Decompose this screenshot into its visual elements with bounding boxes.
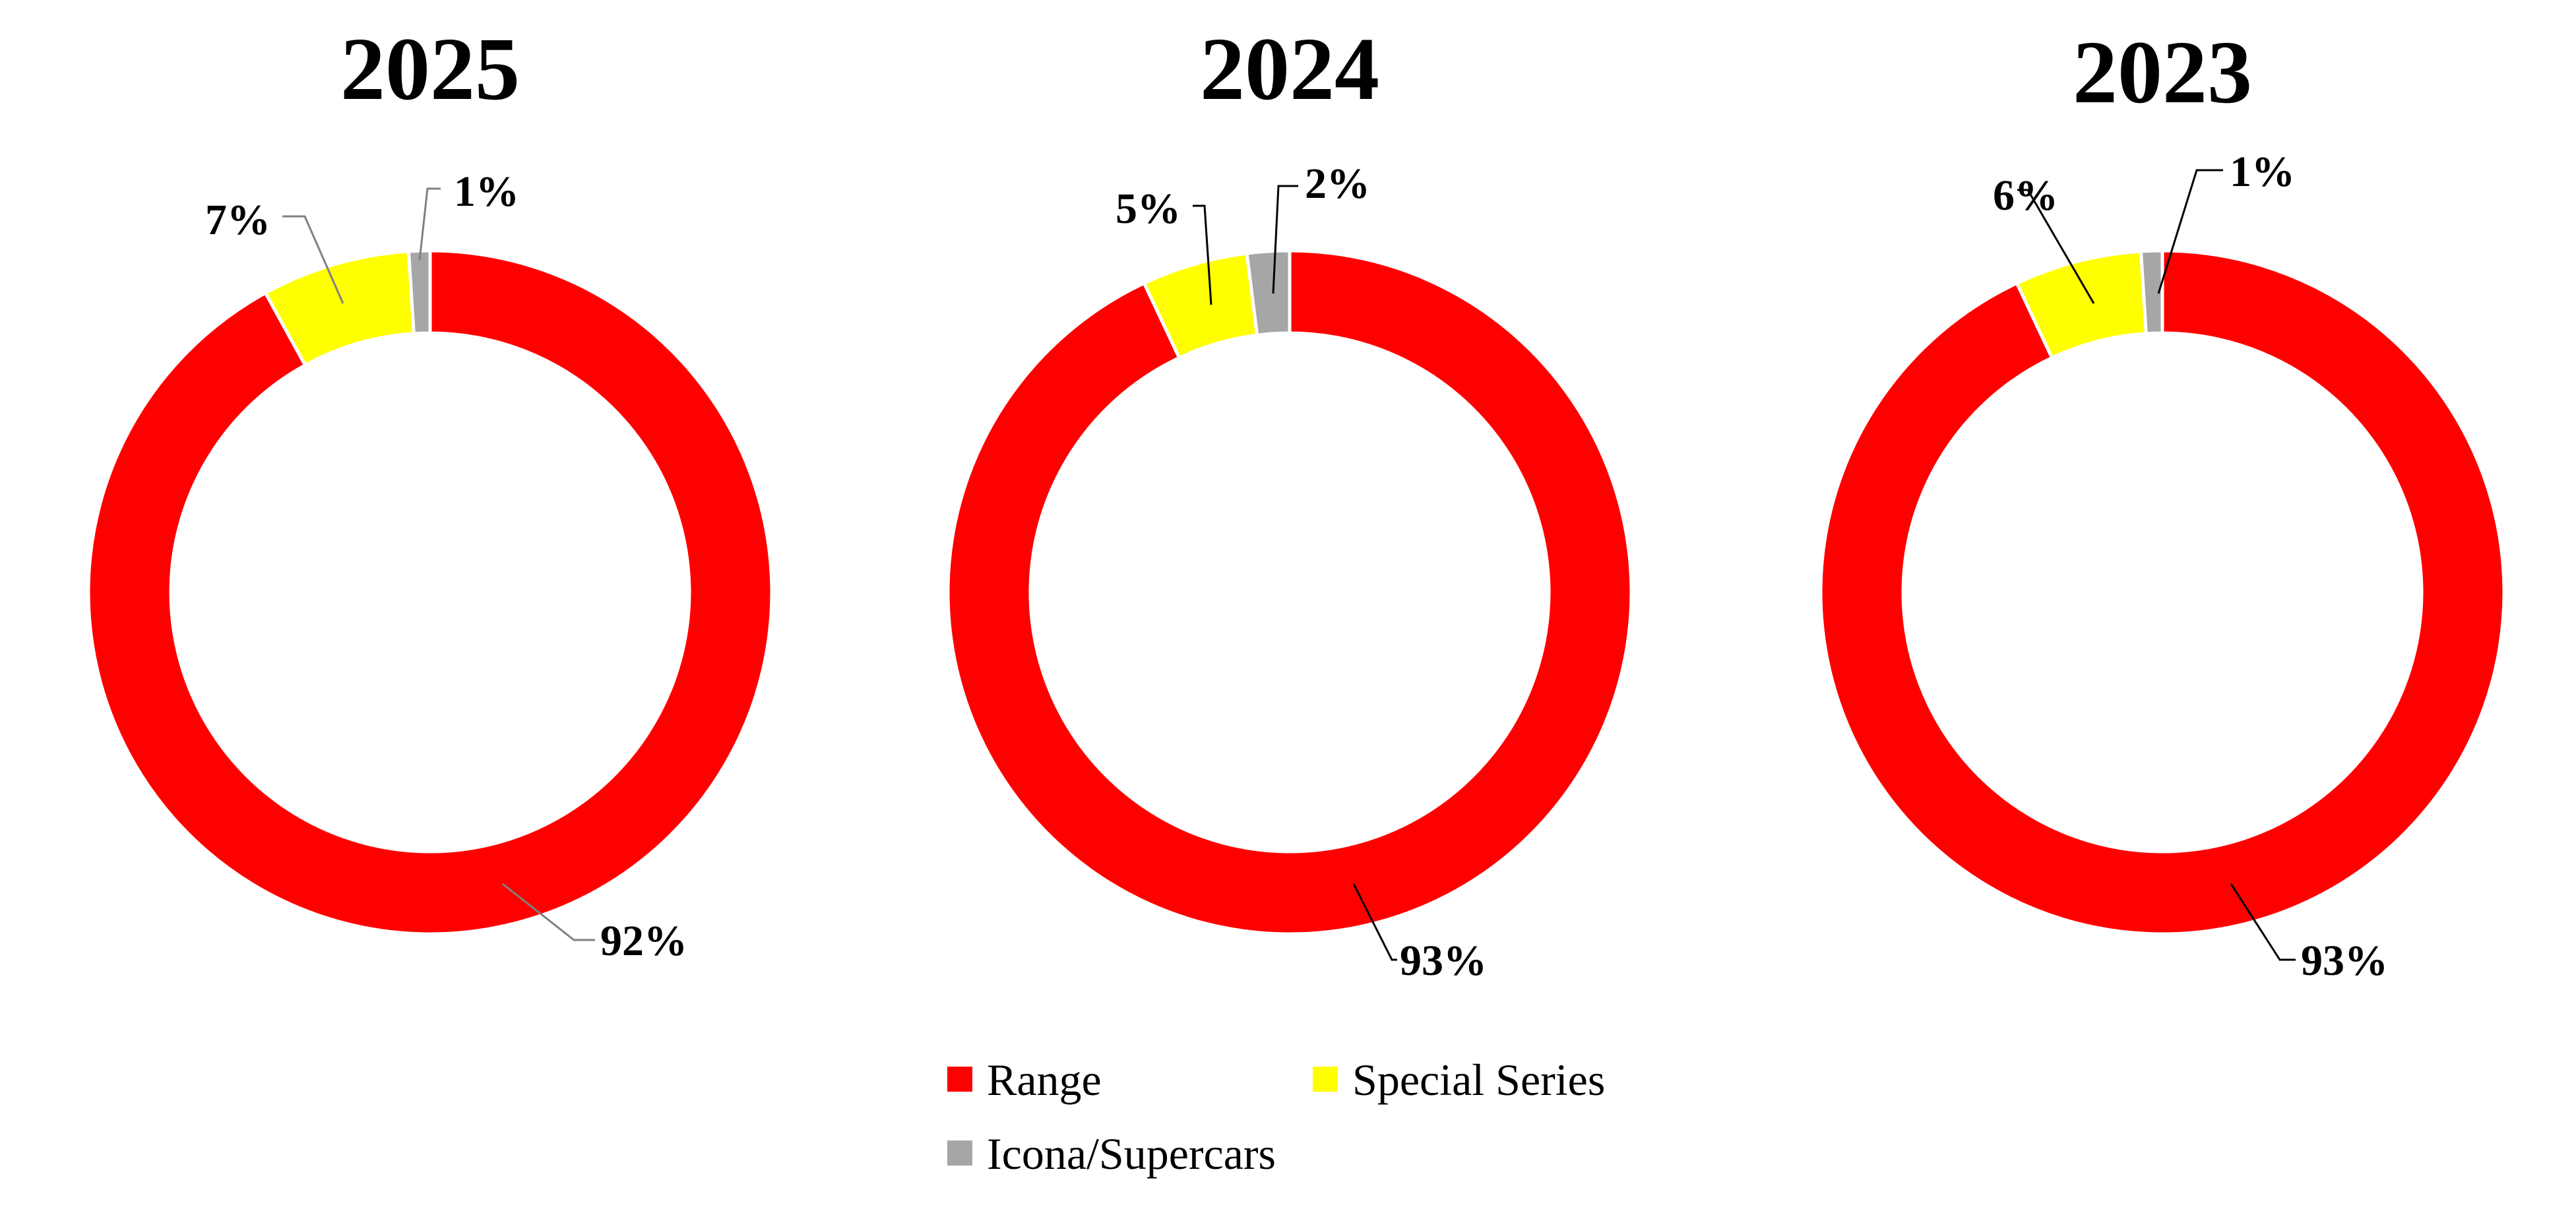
- slice-icona-supercars: [2139, 249, 2164, 336]
- donut-chart-2025: 2025 92% 7% 1%: [86, 20, 774, 965]
- leader-line-special-series: [2017, 189, 2095, 304]
- legend-swatch: [1313, 1067, 1338, 1092]
- legend: Range Special Series Icona/Supercars: [947, 1055, 1605, 1179]
- data-label-range: 93%: [2301, 937, 2388, 985]
- slice-icona-supercars: [1245, 249, 1292, 337]
- slice-range: [86, 249, 774, 936]
- leader-line-range: [502, 883, 595, 941]
- leader-line-icona-supercars: [1272, 185, 1298, 294]
- legend-item-special-series: Special Series: [1313, 1055, 1605, 1105]
- chart-title: 2023: [2073, 23, 2252, 122]
- donut-chart-2023: 2023 93% 6% 1%: [1819, 23, 2506, 985]
- data-label-icona-supercars: 1%: [2230, 148, 2295, 196]
- data-label-range: 93%: [1400, 937, 1487, 985]
- data-label-special-series: 5%: [1115, 185, 1181, 233]
- legend-label: Icona/Supercars: [987, 1129, 1276, 1179]
- legend-item-range: Range: [947, 1055, 1102, 1105]
- data-label-special-series: 6%: [1993, 172, 2058, 220]
- legend-swatch: [947, 1140, 972, 1166]
- slice-icona-supercars: [406, 249, 432, 336]
- data-label-icona-supercars: 2%: [1305, 160, 1370, 208]
- donut-chart-2024: 2024 93% 5% 2%: [946, 20, 1633, 985]
- data-label-special-series: 7%: [205, 196, 270, 244]
- leader-line-range: [1352, 883, 1397, 961]
- legend-label: Special Series: [1352, 1055, 1605, 1105]
- chart-title: 2024: [1200, 20, 1379, 119]
- chart-title: 2025: [340, 20, 520, 119]
- data-label-range: 92%: [600, 917, 687, 965]
- legend-swatch: [947, 1067, 972, 1092]
- data-label-icona-supercars: 1%: [454, 168, 519, 216]
- legend-item-icona-supercars: Icona/Supercars: [947, 1129, 1276, 1179]
- legend-label: Range: [987, 1055, 1102, 1105]
- slice-range: [946, 249, 1633, 936]
- leader-line-special-series: [282, 215, 344, 304]
- leader-line-special-series: [1193, 204, 1212, 305]
- charts-layer: 2025 92% 7% 1% 2024 93% 5% 2% 2023 93% 6% 1%: [86, 20, 2506, 985]
- leader-line-icona-supercars: [2157, 169, 2223, 294]
- leader-line-range: [2230, 883, 2296, 961]
- leader-line-icona-supercars: [418, 187, 441, 261]
- slice-range: [1819, 249, 2506, 936]
